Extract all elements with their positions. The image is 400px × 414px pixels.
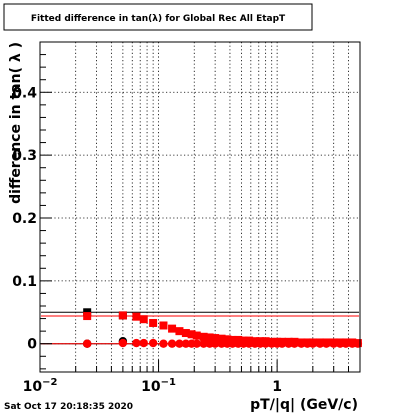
title-box: Fitted difference in tan(λ) for Global R… (3, 3, 313, 31)
plot-frame (39, 41, 361, 373)
data-point-square (139, 315, 148, 324)
y-tick-label: 0.2 (12, 211, 37, 227)
grid (40, 42, 361, 372)
title-frame (3, 3, 313, 31)
data-point-square (217, 334, 226, 343)
data-point-circle (192, 339, 201, 348)
x-tick-label: 10−2 (23, 377, 58, 395)
y-axis-title: difference in tan( λ ) (8, 42, 24, 204)
data-point-square (159, 321, 168, 330)
data-point-circle (210, 339, 220, 348)
data-point-circle (167, 339, 177, 348)
data-point-circle (277, 339, 287, 348)
data-point-circle (82, 339, 92, 348)
data-point-square (83, 312, 92, 321)
data-point-circle (329, 339, 338, 348)
timestamp: Sat Oct 17 20:18:35 2020 (4, 402, 133, 412)
data-point-square (187, 330, 196, 339)
data-point-square (199, 332, 208, 341)
x-tick-label: 1 (272, 379, 282, 395)
data-point-circle (175, 339, 184, 348)
data-point-circle (308, 339, 318, 348)
data-point-circle (199, 339, 208, 348)
chart-title: Fitted difference in tan(λ) for Global R… (31, 14, 286, 24)
data-point-circle (322, 339, 331, 348)
data-point-circle (159, 339, 168, 348)
data-point-square (118, 311, 127, 320)
data-point-square (175, 327, 184, 336)
data-point-square (223, 335, 232, 344)
data-points (82, 308, 363, 348)
data-point-circle (261, 339, 270, 348)
data-point-square (168, 324, 177, 333)
data-point-circle (132, 338, 141, 348)
x-tick-label: 10−1 (141, 377, 176, 395)
axes: 0 0.1 0.2 0.3 0.4 10−2 10−1 1 (12, 41, 361, 395)
data-point-circle (228, 339, 237, 348)
data-point-circle (353, 339, 363, 348)
y-tick-label: 0 (27, 337, 37, 353)
data-point-square (132, 312, 141, 321)
data-point-square (149, 318, 158, 327)
data-point-square (205, 333, 214, 342)
y-tick-label: 0.4 (12, 85, 37, 101)
data-point-circle (315, 339, 325, 348)
data-point-circle (341, 339, 351, 348)
x-axis-title: pT/|q| (GeV/c) (250, 397, 358, 413)
data-point-circle (284, 339, 293, 348)
y-tick-label: 0.1 (12, 274, 37, 290)
data-point-circle (290, 339, 299, 348)
data-point-circle (139, 338, 148, 348)
y-tick-label: 0.3 (12, 148, 37, 164)
data-point-square (192, 331, 201, 340)
data-point-circle (148, 338, 158, 348)
data-point-square (181, 329, 190, 338)
data-point-circle (244, 339, 254, 348)
data-point-square (211, 334, 220, 343)
data-point-circle (297, 339, 306, 348)
data-point-circle (118, 338, 128, 348)
